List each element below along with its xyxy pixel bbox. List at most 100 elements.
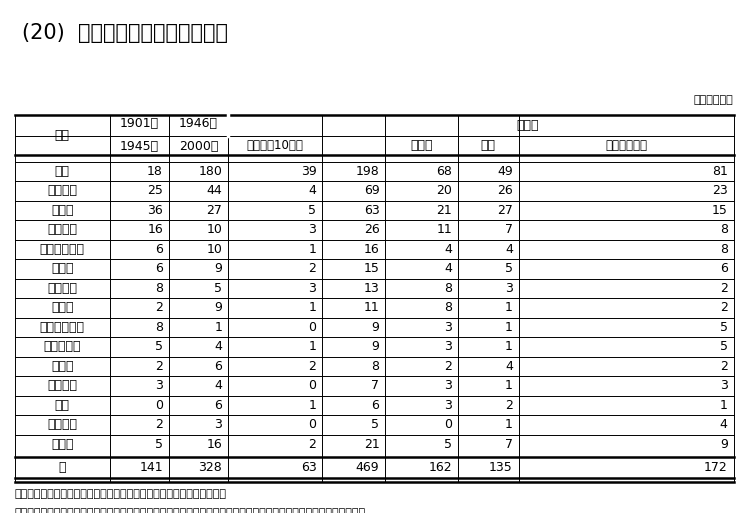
- Text: 1: 1: [214, 321, 222, 334]
- Text: 1: 1: [308, 399, 316, 412]
- Text: 8: 8: [444, 301, 452, 314]
- Text: 198: 198: [356, 165, 379, 178]
- Text: 3: 3: [308, 282, 316, 295]
- Text: 81: 81: [712, 165, 728, 178]
- Text: 2: 2: [308, 360, 316, 373]
- Text: 1945年: 1945年: [120, 140, 159, 153]
- Text: 16: 16: [364, 243, 379, 256]
- Text: 49: 49: [497, 165, 513, 178]
- Text: 2: 2: [308, 438, 316, 451]
- Text: カナダ: カナダ: [51, 360, 73, 373]
- Text: うち最近10年間: うち最近10年間: [247, 139, 304, 152]
- Text: 1: 1: [720, 399, 728, 412]
- Text: 15: 15: [364, 262, 379, 275]
- Text: 0: 0: [308, 321, 316, 334]
- Text: イタリア: イタリア: [47, 379, 77, 392]
- Text: 4: 4: [214, 379, 222, 392]
- Text: 1: 1: [505, 321, 513, 334]
- Text: 8: 8: [720, 223, 728, 236]
- Text: 4: 4: [444, 262, 452, 275]
- Text: ベルギー: ベルギー: [47, 418, 77, 431]
- Text: 2: 2: [155, 301, 163, 314]
- Text: 米国: 米国: [55, 165, 70, 178]
- Text: 1: 1: [505, 340, 513, 353]
- Text: 2: 2: [155, 418, 163, 431]
- Text: 旧ソ連: 旧ソ連: [51, 301, 73, 314]
- Text: 2000年: 2000年: [179, 140, 219, 153]
- Text: 5: 5: [371, 418, 379, 431]
- Text: スウェーデン: スウェーデン: [40, 243, 84, 256]
- Text: 3: 3: [444, 379, 452, 392]
- Text: 1: 1: [308, 243, 316, 256]
- Text: イギリス: イギリス: [47, 184, 77, 198]
- Text: 2: 2: [720, 360, 728, 373]
- Text: 6: 6: [155, 243, 163, 256]
- Text: 135: 135: [489, 461, 513, 474]
- Text: 16: 16: [207, 438, 222, 451]
- Text: 3: 3: [444, 321, 452, 334]
- Text: 44: 44: [207, 184, 222, 198]
- Text: 6: 6: [214, 399, 222, 412]
- Text: デンマーク: デンマーク: [44, 340, 81, 353]
- Text: 23: 23: [712, 184, 728, 198]
- Text: 39: 39: [301, 165, 316, 178]
- Text: 1: 1: [505, 301, 513, 314]
- Text: 328: 328: [199, 461, 222, 474]
- Text: 18: 18: [147, 165, 163, 178]
- Text: 1946～: 1946～: [179, 116, 218, 130]
- Text: 8: 8: [155, 321, 163, 334]
- Text: 合　計: 合 計: [516, 119, 539, 132]
- Text: 注１．自然科学分野の物理学，化学，医学・生理学の各賞のみとする。: 注１．自然科学分野の物理学，化学，医学・生理学の各賞のみとする。: [15, 489, 227, 499]
- Text: 1: 1: [308, 340, 316, 353]
- Text: 11: 11: [364, 301, 379, 314]
- Text: 9: 9: [371, 340, 379, 353]
- Text: 15: 15: [712, 204, 728, 217]
- Text: 8: 8: [371, 360, 379, 373]
- Text: 医学・生理学: 医学・生理学: [605, 139, 647, 152]
- Text: 11: 11: [436, 223, 452, 236]
- Text: 3: 3: [444, 399, 452, 412]
- Text: 0: 0: [308, 379, 316, 392]
- Text: 6: 6: [371, 399, 379, 412]
- Text: 3: 3: [214, 418, 222, 431]
- Text: 3: 3: [505, 282, 513, 295]
- Text: 1: 1: [308, 301, 316, 314]
- Text: 10: 10: [207, 243, 222, 256]
- Text: オーストリア: オーストリア: [40, 321, 84, 334]
- Text: 3: 3: [308, 223, 316, 236]
- Text: 63: 63: [301, 461, 316, 474]
- Text: 26: 26: [497, 184, 513, 198]
- Text: 1: 1: [505, 379, 513, 392]
- Text: 7: 7: [505, 438, 513, 451]
- Text: 2: 2: [720, 282, 728, 295]
- Text: 5: 5: [720, 340, 728, 353]
- Text: 5: 5: [720, 321, 728, 334]
- Text: ２．２重国籍者はそれぞれの国でカウントしているため，各国の受賞者数の合計は計（受賞者実数）と一致しない。: ２．２重国籍者はそれぞれの国でカウントしているため，各国の受賞者数の合計は計（受…: [15, 508, 366, 513]
- Text: 27: 27: [497, 204, 513, 217]
- Text: 4: 4: [444, 243, 452, 256]
- Text: 180: 180: [199, 165, 222, 178]
- Text: スイス: スイス: [51, 262, 73, 275]
- Text: 16: 16: [147, 223, 163, 236]
- Text: 4: 4: [308, 184, 316, 198]
- Text: 3: 3: [155, 379, 163, 392]
- Text: 5: 5: [155, 340, 163, 353]
- Text: （単位：人）: （単位：人）: [694, 95, 734, 105]
- Text: 21: 21: [364, 438, 379, 451]
- Text: 物理学: 物理学: [411, 139, 433, 152]
- Text: 5: 5: [444, 438, 452, 451]
- Text: 9: 9: [720, 438, 728, 451]
- Text: 141: 141: [139, 461, 163, 474]
- Text: 21: 21: [436, 204, 452, 217]
- Text: 8: 8: [444, 282, 452, 295]
- Text: 36: 36: [147, 204, 163, 217]
- Text: 8: 8: [720, 243, 728, 256]
- Text: 4: 4: [505, 243, 513, 256]
- Text: 2: 2: [505, 399, 513, 412]
- Text: 13: 13: [364, 282, 379, 295]
- Text: (20)  ノーベル賞の各国受賞者数: (20) ノーベル賞の各国受賞者数: [22, 23, 228, 43]
- Text: 6: 6: [155, 262, 163, 275]
- Text: 1901～: 1901～: [120, 116, 159, 130]
- Text: 9: 9: [214, 262, 222, 275]
- Text: 469: 469: [356, 461, 379, 474]
